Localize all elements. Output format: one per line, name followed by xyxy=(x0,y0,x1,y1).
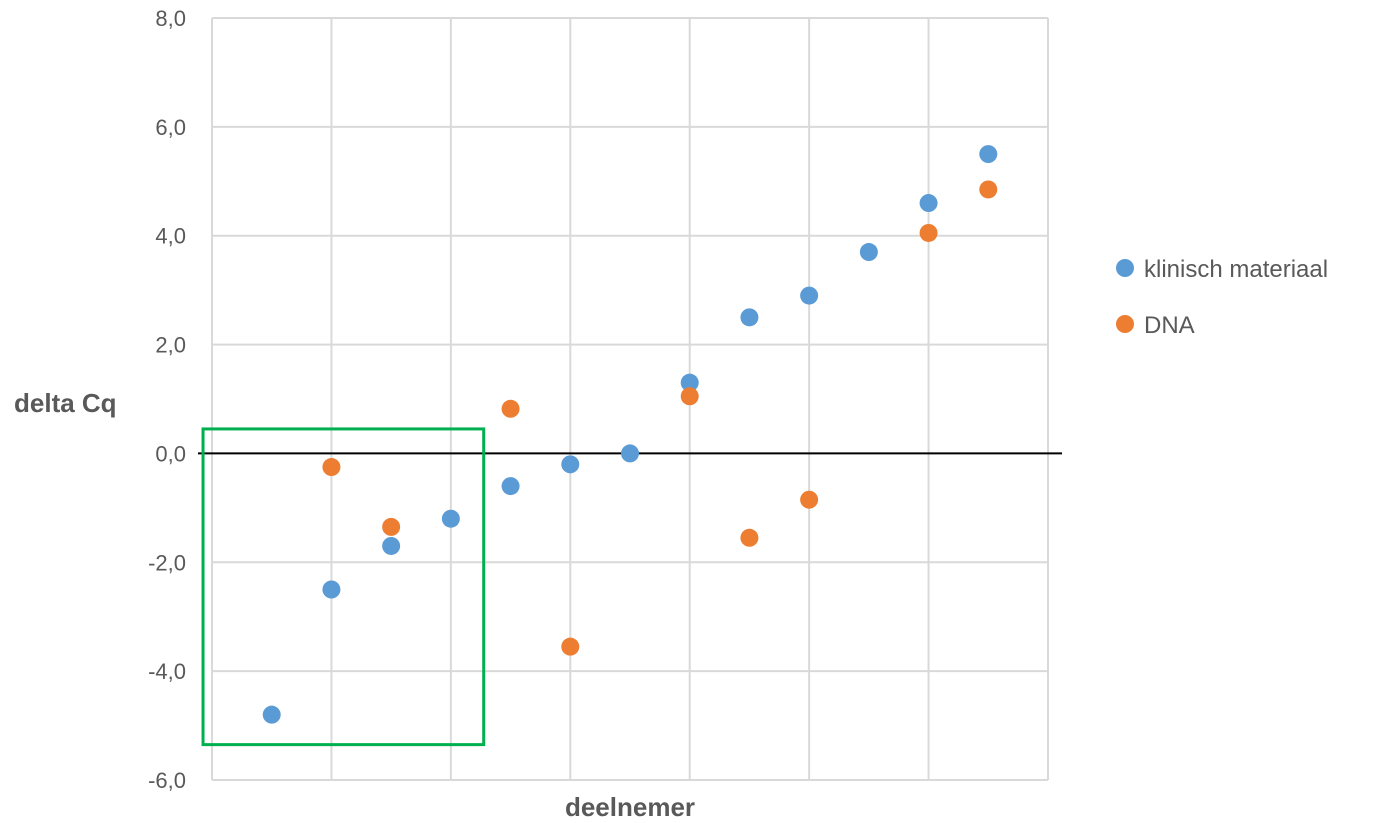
point-klinisch-materiaal xyxy=(859,243,878,262)
point-dna xyxy=(740,528,759,547)
y-tick-label: 4,0 xyxy=(155,224,186,249)
y-tick-label: -2,0 xyxy=(148,550,186,575)
y-tick-label: 8,0 xyxy=(155,6,186,31)
point-klinisch-materiaal xyxy=(561,455,580,474)
y-tick-labels: -6,0 -4,0 -2,0 0,0 2,0 4,0 6,0 8,0 xyxy=(148,6,186,793)
y-tick-label: 6,0 xyxy=(155,115,186,140)
y-tick-label: 0,0 xyxy=(155,441,186,466)
gridlines xyxy=(211,17,1049,781)
y-tick-label: -4,0 xyxy=(148,659,186,684)
point-dna xyxy=(680,387,699,406)
point-klinisch-materiaal xyxy=(800,286,819,305)
point-klinisch-materiaal xyxy=(919,194,938,213)
point-klinisch-materiaal xyxy=(621,444,639,463)
legend-marker-dna xyxy=(1116,315,1134,333)
highlight-box xyxy=(201,427,486,747)
point-dna xyxy=(919,223,938,242)
legend-label-dna: DNA xyxy=(1144,312,1195,339)
y-tick-label: -6,0 xyxy=(148,768,186,793)
legend-marker-klinisch-materiaal xyxy=(1116,259,1134,277)
legend: klinisch materiaal DNA xyxy=(1116,256,1328,339)
point-dna xyxy=(322,458,341,477)
point-dna xyxy=(382,517,401,536)
point-klinisch-materiaal xyxy=(680,373,699,392)
data-points xyxy=(262,145,998,724)
point-dna xyxy=(979,180,998,199)
point-dna xyxy=(561,637,580,656)
point-dna xyxy=(800,490,819,509)
point-dna xyxy=(501,399,520,418)
legend-label-klinisch-materiaal: klinisch materiaal xyxy=(1144,256,1328,283)
x-axis-title: deelnemer xyxy=(565,792,695,822)
point-klinisch-materiaal xyxy=(740,308,759,327)
point-klinisch-materiaal xyxy=(501,477,520,496)
point-klinisch-materiaal xyxy=(382,536,401,555)
point-klinisch-materiaal xyxy=(979,145,998,164)
point-klinisch-materiaal xyxy=(262,705,281,724)
y-axis-title: delta Cq xyxy=(14,388,117,418)
y-tick-label: 2,0 xyxy=(155,333,186,358)
point-klinisch-materiaal xyxy=(441,509,460,528)
point-klinisch-materiaal xyxy=(322,580,341,599)
